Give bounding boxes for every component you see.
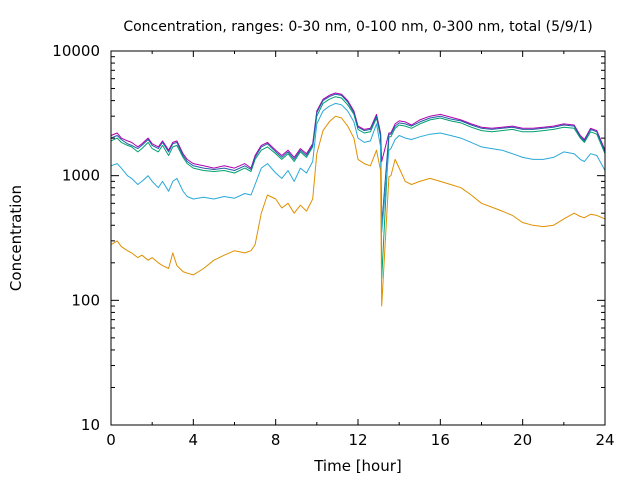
x-tick-label: 12: [348, 431, 367, 449]
y-tick-label: 100: [71, 291, 100, 309]
series-line-1: [110, 92, 606, 169]
y-tick-label: 1000: [62, 167, 100, 185]
plot-layer: [110, 92, 606, 307]
x-tick-label: 0: [106, 431, 116, 449]
x-tick-label: 24: [595, 431, 614, 449]
x-tick-label: 16: [431, 431, 450, 449]
series-line-3: [110, 93, 606, 226]
y-axis-label: Concentration: [7, 185, 25, 291]
x-axis: 0 4 8 12 16 20 24: [106, 51, 615, 449]
x-tick-label: 8: [271, 431, 281, 449]
x-axis-label: Time [hour]: [313, 457, 402, 475]
x-tick-label: 4: [189, 431, 199, 449]
series-line-2: [110, 96, 606, 279]
plot-frame: [110, 50, 606, 426]
x-tick-label: 20: [513, 431, 532, 449]
series-line-4: [110, 102, 606, 233]
chart-title: Concentration, ranges: 0-30 nm, 0-100 nm…: [123, 19, 592, 35]
series-line-5: [110, 115, 606, 307]
y-tick-label: 10000: [52, 42, 100, 60]
y-tick-label: 10: [81, 416, 100, 434]
y-axis: 10 100 1000 10000: [52, 42, 605, 434]
